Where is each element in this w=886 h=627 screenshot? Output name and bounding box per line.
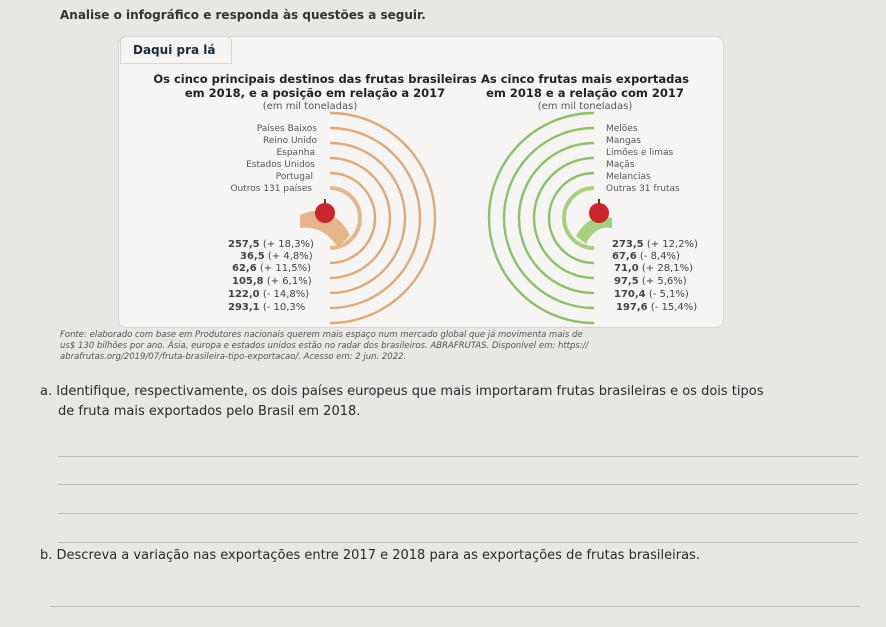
left-label: Reino Unido xyxy=(263,136,317,146)
left-value: 293,1 (- 10,3% xyxy=(228,302,306,313)
right-label: Melancias xyxy=(606,172,651,182)
right-label: Mangas xyxy=(606,136,641,146)
left-arc xyxy=(329,111,437,325)
right-arc xyxy=(502,126,595,310)
left-arc xyxy=(329,171,377,265)
right-chart-title: As cinco frutas mais exportadas em 2018 … xyxy=(470,72,700,100)
right-label: Melões xyxy=(606,124,638,134)
answer-line[interactable] xyxy=(50,606,860,607)
left-value: 62,6 (+ 11,5%) xyxy=(232,263,312,274)
right-unit: (em mil toneladas) xyxy=(537,101,633,112)
question-a-line2: de fruta mais exportados pelo Brasil em … xyxy=(58,404,361,419)
right-arc xyxy=(547,171,595,265)
right-arc xyxy=(532,156,595,280)
question-a: a. Identifique, respectivamente, os dois… xyxy=(40,382,870,422)
right-value: 170,4 (- 5,1%) xyxy=(614,289,689,300)
right-value: 197,6 (- 15,4%) xyxy=(616,302,698,313)
source-line3: abrafrutas.org/2019/07/fruta-brasileira-… xyxy=(60,352,407,362)
right-arcs xyxy=(487,111,595,325)
right-value: 71,0 (+ 28,1%) xyxy=(614,263,694,274)
left-label: Espanha xyxy=(276,148,315,158)
answer-line[interactable] xyxy=(58,513,858,514)
right-title-line1: As cinco frutas mais exportadas xyxy=(480,72,690,86)
left-arc xyxy=(329,126,422,310)
right-label: Maçãs xyxy=(606,160,635,170)
instruction-text: Analise o infográfico e responda às ques… xyxy=(60,8,426,22)
source-line2: us$ 130 bilhões por ano. Ásia, europa e … xyxy=(60,341,589,351)
left-label: Estados Unidos xyxy=(246,160,315,170)
right-arc xyxy=(562,186,595,250)
left-arc xyxy=(329,186,362,250)
left-title-line1: Os cinco principais destinos das frutas … xyxy=(153,72,477,86)
left-value: 122,0 (- 14,8%) xyxy=(228,289,310,300)
right-arc xyxy=(487,111,595,325)
left-label: Outros 131 países xyxy=(230,184,312,194)
left-arc xyxy=(329,156,392,280)
answer-line[interactable] xyxy=(58,484,858,485)
right-value: 67,6 (- 8,4%) xyxy=(612,251,680,262)
left-value: 105,8 (+ 6,1%) xyxy=(232,276,312,287)
answer-line[interactable] xyxy=(58,542,858,543)
left-chart-title: Os cinco principais destinos das frutas … xyxy=(150,72,480,100)
infographic-panel xyxy=(118,36,724,328)
left-unit: (em mil toneladas) xyxy=(262,101,358,112)
left-label: Portugal xyxy=(275,172,313,182)
right-label: Limões e limas xyxy=(606,148,674,158)
left-value: 36,5 (+ 4,8%) xyxy=(240,251,313,262)
right-label: Outras 31 frutas xyxy=(606,184,680,194)
right-arc xyxy=(517,141,595,295)
left-arcs xyxy=(329,111,437,325)
question-a-line1: a. Identifique, respectivamente, os dois… xyxy=(40,384,764,399)
source-line1: Fonte: elaborado com base em Produtores … xyxy=(60,330,583,340)
source-citation: Fonte: elaborado com base em Produtores … xyxy=(60,330,720,363)
question-b: b. Descreva a variação nas exportações e… xyxy=(40,548,700,563)
right-value: 97,5 (+ 5,6%) xyxy=(614,276,687,287)
left-arc xyxy=(329,141,407,295)
right-title-line2: em 2018 e a relação com 2017 xyxy=(486,86,684,100)
right-value: 273,5 (+ 12,2%) xyxy=(612,239,698,250)
answer-line[interactable] xyxy=(58,456,858,457)
left-title-line2: em 2018, e a posição em relação a 2017 xyxy=(184,86,446,100)
left-value: 257,5 (+ 18,3%) xyxy=(228,239,314,250)
left-apple-icon xyxy=(300,199,350,248)
left-label: Países Baixos xyxy=(256,124,317,134)
right-apple-icon xyxy=(576,199,612,244)
infographic-tab-label: Daqui pra lá xyxy=(120,36,232,64)
